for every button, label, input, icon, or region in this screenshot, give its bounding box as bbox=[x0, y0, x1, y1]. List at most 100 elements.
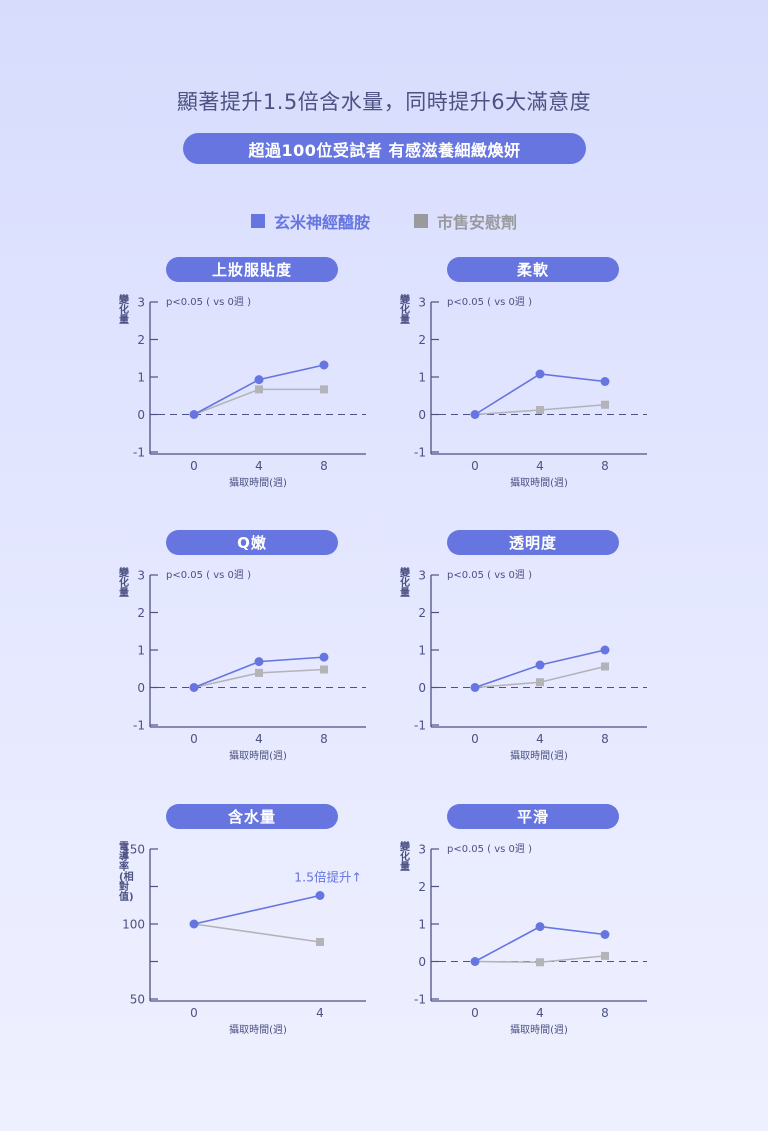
svg-text:4: 4 bbox=[536, 1006, 544, 1020]
placebo-point bbox=[601, 662, 609, 671]
ceramide-line bbox=[193, 894, 321, 925]
y-axis-label: 變化量 bbox=[119, 568, 129, 599]
significance-note: p<0.05 ( vs 0週 ) bbox=[166, 569, 251, 581]
svg-text:3: 3 bbox=[137, 569, 145, 583]
ceramide-point bbox=[470, 957, 480, 966]
x-axis-label: 攝取時間(週) bbox=[510, 1023, 568, 1036]
x-axis-label: 攝取時間(週) bbox=[229, 1023, 287, 1036]
ceramide-point bbox=[315, 891, 325, 900]
svg-text:8: 8 bbox=[320, 459, 328, 473]
chart-title: 透明度 bbox=[447, 530, 619, 555]
headline: 顯著提升1.5倍含水量，同時提升6大滿意度 bbox=[176, 90, 592, 114]
legend-item-placebo: 市售安慰劑 bbox=[414, 209, 517, 233]
ceramide-point bbox=[600, 377, 610, 386]
svg-text:-1: -1 bbox=[133, 446, 145, 460]
svg-text:2: 2 bbox=[137, 333, 145, 347]
chart-moisture: 含水量 50 100 150 0 4 攝取時間(週) 1.5倍提升↑ 電導率(相對值) bbox=[110, 804, 390, 1054]
svg-text:1: 1 bbox=[418, 371, 426, 385]
svg-text:0: 0 bbox=[137, 408, 145, 422]
x-axis-label: 攝取時間(週) bbox=[510, 476, 568, 489]
significance-note: p<0.05 ( vs 0週 ) bbox=[447, 843, 532, 855]
x-axis-label: 攝取時間(週) bbox=[229, 476, 287, 489]
svg-text:2: 2 bbox=[418, 880, 426, 894]
improvement-note: 1.5倍提升↑ bbox=[294, 870, 362, 885]
legend-item-ceramide: 玄米神經醯胺 bbox=[250, 209, 370, 233]
x-axis-label: 攝取時間(週) bbox=[510, 749, 568, 762]
chart-plot: 50 100 150 0 4 攝取時間(週) 1.5倍提升↑ bbox=[122, 843, 366, 1036]
svg-text:50: 50 bbox=[130, 993, 145, 1007]
svg-text:0: 0 bbox=[190, 1006, 198, 1020]
placebo-point bbox=[255, 385, 263, 394]
svg-text:0: 0 bbox=[471, 459, 479, 473]
svg-text:0: 0 bbox=[471, 732, 479, 746]
y-axis-label: 變化量 bbox=[400, 295, 410, 326]
placebo-point bbox=[320, 385, 328, 394]
placebo-point bbox=[320, 665, 328, 674]
svg-text:-1: -1 bbox=[414, 719, 426, 733]
ceramide-point bbox=[470, 410, 480, 419]
chart-plot: -1 0 1 2 3 0 4 8 攝取時間(週) p<0.05 ( vs 0週 ) bbox=[133, 569, 366, 762]
svg-text:8: 8 bbox=[601, 1006, 609, 1020]
ceramide-point bbox=[254, 375, 264, 385]
svg-text:0: 0 bbox=[418, 681, 426, 695]
subtitle-pill: 超過100位受試者 有感滋養細緻煥妍 bbox=[183, 133, 586, 164]
significance-note: p<0.05 ( vs 0週 ) bbox=[447, 296, 532, 308]
placebo-point bbox=[536, 406, 544, 414]
y-axis-label: 變化量 bbox=[400, 842, 410, 873]
placebo-line bbox=[193, 923, 321, 943]
ceramide-point bbox=[319, 360, 329, 370]
svg-text:150: 150 bbox=[122, 843, 145, 857]
significance-note: p<0.05 ( vs 0週 ) bbox=[166, 296, 251, 308]
svg-text:2: 2 bbox=[418, 333, 426, 347]
chart-plot: -1 0 1 2 3 0 4 8 攝取時間(週) p<0.05 ( vs 0週 ) bbox=[133, 296, 366, 489]
svg-text:4: 4 bbox=[316, 1006, 324, 1020]
ceramide-point bbox=[189, 410, 199, 419]
svg-text:1: 1 bbox=[418, 918, 426, 932]
svg-text:3: 3 bbox=[418, 296, 426, 310]
chart-plot: -1 0 1 2 3 0 4 8 攝取時間(週) p<0.05 ( vs 0週 ) bbox=[414, 569, 647, 762]
placebo-point bbox=[316, 938, 324, 946]
svg-text:8: 8 bbox=[320, 732, 328, 746]
chart-plot: -1 0 1 2 3 0 4 8 攝取時間(週) p<0.05 ( vs 0週 ) bbox=[414, 843, 647, 1036]
chart-title: 柔軟 bbox=[447, 257, 619, 282]
legend-label: 市售安慰劑 bbox=[437, 213, 518, 232]
svg-text:100: 100 bbox=[122, 918, 145, 932]
svg-text:4: 4 bbox=[536, 459, 544, 473]
ceramide-point bbox=[189, 683, 199, 692]
placebo-point bbox=[601, 951, 609, 960]
ceramide-point bbox=[189, 919, 199, 929]
svg-text:2: 2 bbox=[418, 606, 426, 620]
placebo-point bbox=[601, 400, 609, 409]
chart-makeup-adherence: 上妝服貼度 -1 0 1 2 3 0 4 8 攝取時間(週) p<0.05 ( vs 0週 ) 變化… bbox=[110, 257, 390, 507]
svg-text:4: 4 bbox=[536, 732, 544, 746]
svg-text:3: 3 bbox=[418, 569, 426, 583]
svg-text:4: 4 bbox=[255, 459, 263, 473]
placebo-point bbox=[536, 958, 544, 967]
y-axis-label: 電導率(相對值) bbox=[119, 842, 134, 903]
svg-text:3: 3 bbox=[418, 843, 426, 857]
chart-bounciness: Q嫩 -1 0 1 2 3 0 4 8 攝取時間(週) p<0.05 ( vs 0週 ) 變化量 bbox=[110, 530, 390, 780]
svg-text:2: 2 bbox=[137, 606, 145, 620]
svg-text:-1: -1 bbox=[133, 719, 145, 733]
ceramide-point bbox=[535, 922, 545, 932]
svg-text:0: 0 bbox=[190, 459, 198, 473]
svg-text:0: 0 bbox=[418, 955, 426, 969]
y-axis-label: 變化量 bbox=[400, 568, 410, 599]
ceramide-point bbox=[319, 652, 329, 662]
svg-text:0: 0 bbox=[418, 408, 426, 422]
legend-label: 玄米神經醯胺 bbox=[273, 213, 370, 232]
chart-plot: -1 0 1 2 3 0 4 8 攝取時間(週) p<0.05 ( vs 0週 ) bbox=[414, 296, 647, 489]
svg-text:-1: -1 bbox=[414, 446, 426, 460]
svg-text:1: 1 bbox=[137, 644, 145, 658]
legend: 玄米神經醯胺 市售安慰劑 bbox=[0, 209, 768, 233]
svg-text:1: 1 bbox=[137, 371, 145, 385]
svg-text:4: 4 bbox=[255, 732, 263, 746]
svg-text:-1: -1 bbox=[414, 993, 426, 1007]
svg-text:8: 8 bbox=[601, 732, 609, 746]
placebo-point bbox=[255, 668, 263, 677]
chart-title: Q嫩 bbox=[166, 530, 338, 555]
ceramide-point bbox=[535, 660, 545, 670]
svg-text:8: 8 bbox=[601, 459, 609, 473]
chart-smoothness: 平滑 -1 0 1 2 3 0 4 8 攝取時間(週) p<0.05 ( vs 0週 ) 變化量 bbox=[391, 804, 671, 1054]
chart-title: 上妝服貼度 bbox=[166, 257, 338, 282]
